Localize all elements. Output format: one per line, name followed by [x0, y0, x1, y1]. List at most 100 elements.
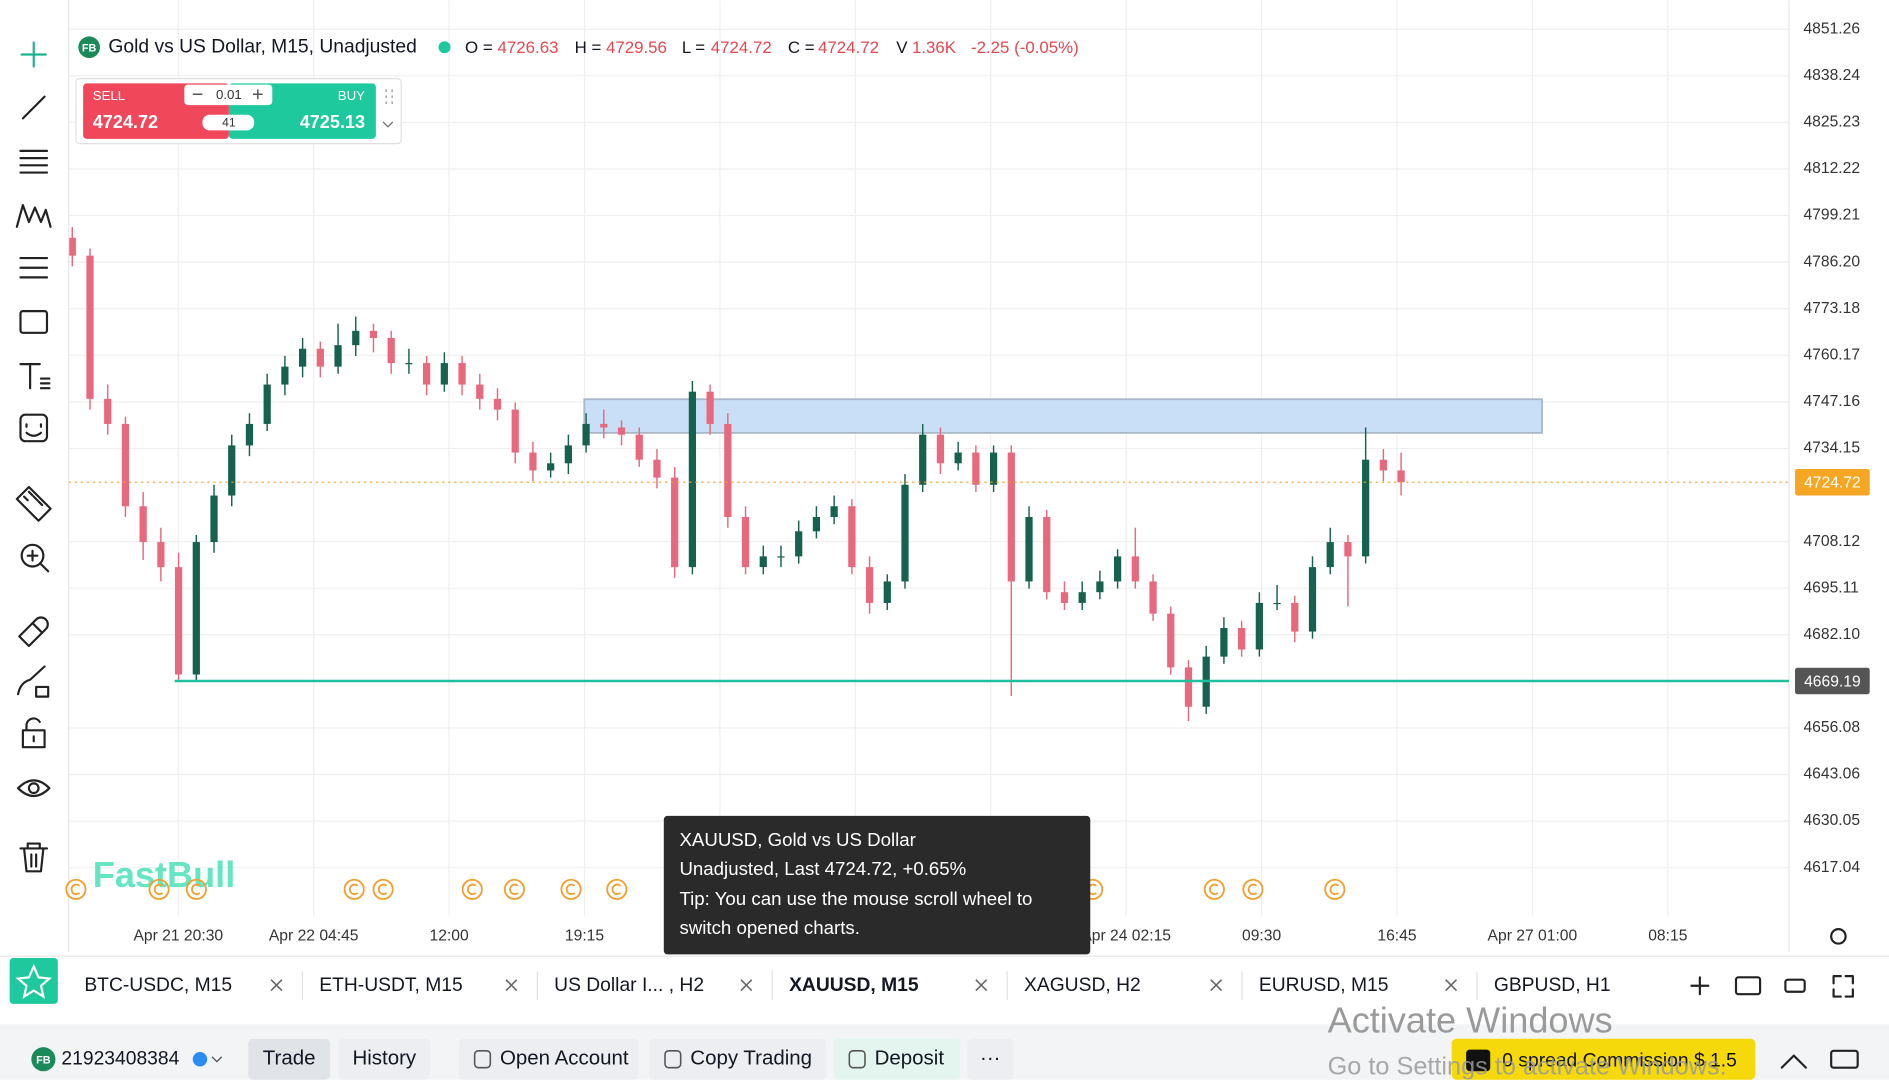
fullscreen-button[interactable] [1832, 975, 1854, 998]
crosshair-tool[interactable] [20, 41, 47, 68]
candle-body [936, 434, 945, 464]
widget-expand[interactable] [382, 121, 394, 128]
badge-text: FB [82, 42, 97, 54]
ruler-tool[interactable] [15, 485, 52, 522]
layout-button[interactable] [1734, 976, 1762, 996]
candle-body [228, 445, 236, 496]
tooltip-box [663, 815, 1091, 955]
lot-input[interactable] [184, 84, 273, 106]
pattern-tool[interactable] [15, 204, 52, 228]
chart-tab[interactable] [303, 964, 538, 1008]
promo-banner[interactable] [1451, 1038, 1756, 1080]
event-marker[interactable] [343, 878, 365, 900]
bottom-button[interactable] [833, 1038, 961, 1080]
y-tick-label: 4747.16 [1803, 393, 1860, 410]
event-marker[interactable] [148, 878, 170, 900]
candle-body [1131, 556, 1139, 582]
lock-tool[interactable] [21, 717, 46, 749]
event-marker[interactable] [1203, 878, 1225, 900]
chart-tab[interactable] [538, 964, 773, 1008]
emoji-tool[interactable] [19, 413, 49, 443]
event-marker[interactable] [606, 878, 628, 900]
text-tool[interactable] [19, 363, 51, 390]
tab-close[interactable] [505, 979, 518, 992]
tab-close[interactable] [740, 979, 753, 992]
bottom-button-label: Deposit [875, 1047, 945, 1070]
candle-body [954, 452, 962, 464]
chart-tab[interactable] [1243, 964, 1477, 1008]
plot: 4669.19 4724.72 [68, 227, 1870, 722]
emoji-face [25, 423, 43, 437]
collapse-button[interactable] [1780, 1054, 1807, 1069]
event-marker[interactable] [1324, 878, 1346, 900]
event-marker[interactable] [461, 878, 483, 900]
chart-tab[interactable] [1478, 964, 1712, 1008]
chart-tab[interactable] [1008, 964, 1243, 1008]
bottom-button[interactable] [248, 1038, 331, 1080]
candle-body [1043, 517, 1051, 593]
event-marker[interactable] [372, 878, 394, 900]
candle-body [1007, 452, 1015, 582]
widget-drag[interactable] [385, 89, 393, 104]
event-marker[interactable] [185, 878, 207, 900]
candle-body [192, 542, 200, 675]
panel-button[interactable] [1830, 1049, 1859, 1069]
tab-close[interactable] [1445, 979, 1458, 992]
candle-body [493, 398, 502, 410]
zoom-tool[interactable] [20, 543, 45, 568]
candle-body [1025, 517, 1033, 582]
symbol-title: Gold vs US Dollar, M15, Unadjusted [108, 36, 416, 57]
chart-tab[interactable] [773, 964, 1008, 1008]
visibility-tool[interactable] [16, 779, 51, 798]
candle-body [263, 384, 271, 424]
fib-tool[interactable] [19, 257, 49, 279]
bottom-button[interactable] [649, 1038, 827, 1080]
account-number[interactable]: 21923408384 [61, 1048, 179, 1069]
event-marker[interactable] [560, 878, 582, 900]
drawing-toolbar [15, 0, 70, 953]
candle-body [1096, 581, 1104, 593]
tab-close[interactable] [1210, 979, 1223, 992]
magnet-tool[interactable] [18, 616, 49, 648]
candle-body [174, 567, 183, 675]
grid: 4851.26 4838.24 4825.23 4812.22 4799.21 4786.… [68, 0, 1860, 953]
account-badge [31, 1047, 56, 1072]
tab-close[interactable] [975, 979, 988, 992]
delete-tool[interactable] [19, 842, 49, 873]
x-tick-label: 08:15 [1648, 927, 1687, 944]
account-dropdown[interactable] [211, 1056, 223, 1063]
candle-body [564, 445, 572, 464]
event-glyph [70, 883, 81, 896]
x-tick-label: 16:45 [1377, 927, 1416, 944]
line-tool[interactable] [21, 95, 46, 120]
price-zone[interactable] [583, 398, 1543, 434]
event-marker[interactable] [65, 878, 87, 900]
spread-pill [202, 114, 255, 131]
bottom-button[interactable] [458, 1038, 639, 1080]
event-marker[interactable] [1242, 878, 1264, 900]
add-tab[interactable] [1690, 976, 1710, 996]
event-glyph [611, 883, 622, 896]
candle-body [883, 581, 891, 603]
parallel-tool[interactable] [19, 149, 49, 174]
candle-body [352, 330, 360, 346]
bottom-button-label: ··· [980, 1047, 1000, 1070]
tooltip-line: switch opened charts. [679, 917, 859, 938]
bottom-button[interactable] [967, 1038, 1014, 1080]
bottom-button[interactable] [338, 1038, 431, 1080]
window-button[interactable] [1784, 978, 1806, 993]
tab-close[interactable] [270, 979, 283, 992]
event-marker[interactable] [503, 878, 525, 900]
tooltip-line: Unadjusted, Last 4724.72, +0.65% [679, 858, 966, 879]
button-icon [664, 1050, 682, 1069]
y-tick-label: 4734.15 [1803, 440, 1860, 457]
lot-steppers[interactable] [192, 89, 263, 100]
settings-button[interactable] [1830, 928, 1847, 945]
chart-tab[interactable] [68, 964, 303, 1008]
last-price-box [1795, 468, 1870, 496]
brush-lock-tool[interactable] [16, 665, 50, 698]
candle-body [972, 452, 980, 485]
candle-body [157, 542, 165, 568]
shape-tool[interactable] [19, 310, 49, 334]
favorites-button[interactable] [9, 958, 58, 1004]
